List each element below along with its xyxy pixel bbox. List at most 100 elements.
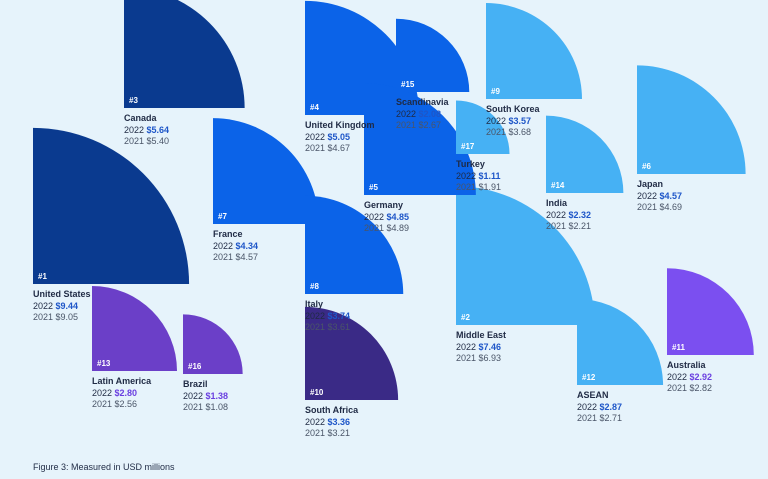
region-name: Middle East — [456, 330, 507, 340]
region-name: United States — [33, 289, 91, 299]
value-2021-row: 2021 $2.21 — [546, 221, 592, 231]
value-2022: $3.74 — [327, 310, 351, 321]
region-name: Latin America — [92, 376, 152, 386]
value-2022-row: 2022 $9.44 — [33, 301, 91, 313]
region-label-block: South Korea 2022 $3.57 2021 $3.68 — [486, 104, 540, 139]
value-2021-row: 2021 $4.67 — [305, 143, 351, 153]
value-2022-row: 2022 $2.92 — [667, 372, 712, 384]
region-mark: #10 — [305, 306, 399, 400]
region-name: United Kingdom — [305, 120, 375, 130]
region-name: France — [213, 229, 243, 239]
value-2021-row: 2021 $2.71 — [577, 413, 623, 423]
quarter-circle-mark — [183, 314, 243, 374]
region-mark: #14 — [546, 115, 624, 193]
rank-label: #2 — [461, 313, 470, 322]
region-name: Italy — [305, 299, 324, 309]
region-mark: #8 — [305, 195, 404, 294]
value-2022: $9.44 — [55, 300, 79, 311]
region-name: South Korea — [486, 104, 540, 114]
rank-label: #7 — [218, 212, 227, 221]
region-name: Germany — [364, 200, 404, 210]
region-mark: #16 — [183, 314, 243, 374]
year-2022-label: 2022 — [33, 300, 56, 311]
value-2021-row: 2021 $4.89 — [364, 223, 410, 233]
value-2021-row: 2021 $6.93 — [456, 353, 502, 363]
region-label-block: United Kingdom 2022 $5.05 2021 $4.67 — [305, 120, 375, 155]
rank-label: #14 — [551, 181, 565, 190]
value-2022: $3.57 — [508, 115, 532, 126]
region-label-block: Middle East 2022 $7.46 2021 $6.93 — [456, 330, 506, 365]
value-2022: $2.87 — [599, 401, 623, 412]
region-name: Australia — [667, 360, 706, 370]
value-2022-row: 2022 $5.05 — [305, 132, 375, 144]
value-2022: $2.80 — [114, 387, 138, 398]
region-name: Turkey — [456, 159, 485, 169]
region-label-block: Canada 2022 $5.64 2021 $5.40 — [124, 113, 169, 148]
region-name: India — [546, 198, 568, 208]
region-label-block: Germany 2022 $4.85 2021 $4.89 — [364, 200, 409, 235]
year-2022-label: 2022 — [396, 108, 419, 119]
rank-label: #10 — [310, 388, 324, 397]
value-2022-row: 2022 $7.46 — [456, 342, 506, 354]
value-2022-row: 2022 $2.32 — [546, 210, 591, 222]
quarter-circle-mark — [305, 195, 404, 294]
region-label-block: Australia 2022 $2.92 2021 $2.82 — [667, 360, 712, 395]
value-2021-row: 2021 $1.91 — [456, 182, 502, 192]
value-2022-row: 2022 $3.57 — [486, 116, 540, 128]
rank-label: #9 — [491, 87, 500, 96]
region-label-block: South Africa 2022 $3.36 2021 $3.21 — [305, 405, 358, 440]
region-mark: #2 — [456, 186, 595, 325]
quarter-circle-mark — [364, 83, 476, 195]
value-2022: $7.46 — [478, 341, 502, 352]
value-2022-row: 2022 $2.08 — [396, 109, 449, 121]
rank-label: #6 — [642, 162, 651, 171]
value-2022: $1.11 — [478, 170, 501, 181]
value-2022-row: 2022 $2.80 — [92, 388, 151, 400]
year-2022-label: 2022 — [456, 170, 479, 181]
quarter-circle-mark — [33, 127, 190, 284]
quarter-circle-mark — [667, 268, 754, 355]
value-2022-row: 2022 $3.74 — [305, 311, 350, 323]
region-mark: #3 — [124, 0, 245, 108]
value-2022: $4.85 — [386, 211, 410, 222]
region-name: Canada — [124, 113, 157, 123]
quarter-circle-mark — [577, 298, 664, 385]
region-mark: #1 — [33, 127, 190, 284]
value-2021-row: 2021 $4.69 — [637, 202, 683, 212]
region-label-block: Latin America 2022 $2.80 2021 $2.56 — [92, 376, 151, 411]
region-label-block: United States 2022 $9.44 2021 $9.05 — [33, 289, 91, 324]
value-2022-row: 2022 $3.36 — [305, 417, 358, 429]
rank-label: #15 — [401, 80, 415, 89]
year-2022-label: 2022 — [124, 124, 147, 135]
quarter-circle-mark — [546, 115, 624, 193]
value-2022: $5.64 — [146, 124, 170, 135]
value-2021-row: 2021 $3.21 — [305, 428, 351, 438]
region-label-block: Japan 2022 $4.57 2021 $4.69 — [637, 179, 682, 214]
year-2022-label: 2022 — [213, 240, 236, 251]
year-2022-label: 2022 — [364, 211, 387, 222]
year-2022-label: 2022 — [667, 371, 690, 382]
region-mark: #7 — [213, 118, 319, 224]
rank-label: #3 — [129, 96, 138, 105]
value-2022: $1.38 — [205, 390, 229, 401]
value-2022-row: 2022 $1.38 — [183, 391, 228, 403]
value-2022-row: 2022 $1.11 — [456, 171, 501, 183]
value-2021-row: 2021 $3.61 — [305, 322, 351, 332]
quarter-circle-mark — [305, 306, 399, 400]
value-2022-row: 2022 $4.57 — [637, 191, 682, 203]
rank-label: #8 — [310, 282, 319, 291]
year-2022-label: 2022 — [637, 190, 660, 201]
quarter-circle-mark — [456, 186, 595, 325]
region-name: South Africa — [305, 405, 359, 415]
region-mark: #11 — [667, 268, 754, 355]
year-2022-label: 2022 — [305, 310, 328, 321]
region-mark: #12 — [577, 298, 664, 385]
quarter-circle-mark — [213, 118, 319, 224]
year-2022-label: 2022 — [486, 115, 509, 126]
quarter-circle-mark — [637, 65, 746, 174]
rank-label: #16 — [188, 362, 202, 371]
year-2022-label: 2022 — [305, 131, 328, 142]
value-2021-row: 2021 $2.82 — [667, 383, 713, 393]
region-label-block: France 2022 $4.34 2021 $4.57 — [213, 229, 258, 264]
region-name: Japan — [637, 179, 664, 189]
